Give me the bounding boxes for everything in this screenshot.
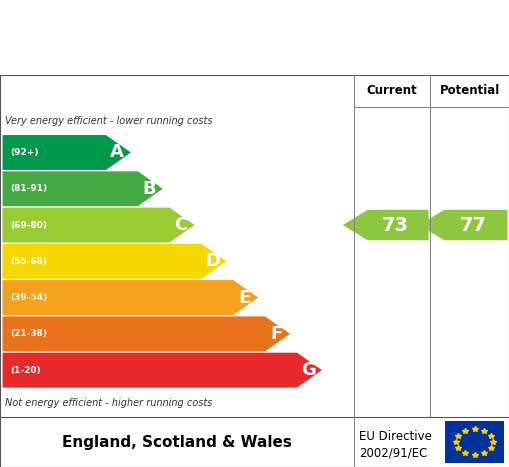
Polygon shape [3,208,194,242]
Text: G: G [301,361,316,379]
Bar [445,421,504,463]
Text: 77: 77 [460,216,487,234]
Text: Not energy efficient - higher running costs: Not energy efficient - higher running co… [5,398,212,408]
Text: (81-91): (81-91) [10,184,47,193]
Text: Energy Efficiency Rating: Energy Efficiency Rating [101,44,408,64]
Polygon shape [3,171,163,206]
Polygon shape [3,244,227,279]
Text: B: B [142,180,156,198]
Text: England, Scotland & Wales: England, Scotland & Wales [62,434,292,450]
Text: F: F [270,325,282,343]
Text: 73: 73 [382,216,409,234]
Polygon shape [3,317,290,351]
Text: Very energy efficient - lower running costs: Very energy efficient - lower running co… [5,116,213,126]
Text: (55-68): (55-68) [10,257,47,266]
Text: (92+): (92+) [10,148,39,157]
Text: (39-54): (39-54) [10,293,47,302]
Polygon shape [3,135,131,170]
Polygon shape [419,210,507,241]
Text: (69-80): (69-80) [10,220,47,230]
Text: A: A [110,143,124,162]
Polygon shape [3,353,322,388]
Polygon shape [3,280,258,315]
Text: 2002/91/EC: 2002/91/EC [359,446,427,460]
Text: Current: Current [366,85,417,98]
Text: C: C [174,216,187,234]
Text: Potential: Potential [439,85,500,98]
Text: D: D [205,252,220,270]
Polygon shape [343,210,429,241]
Text: EU Directive: EU Directive [359,431,432,444]
Text: (1-20): (1-20) [10,366,41,375]
Text: (21-38): (21-38) [10,329,47,339]
Text: E: E [238,289,250,307]
